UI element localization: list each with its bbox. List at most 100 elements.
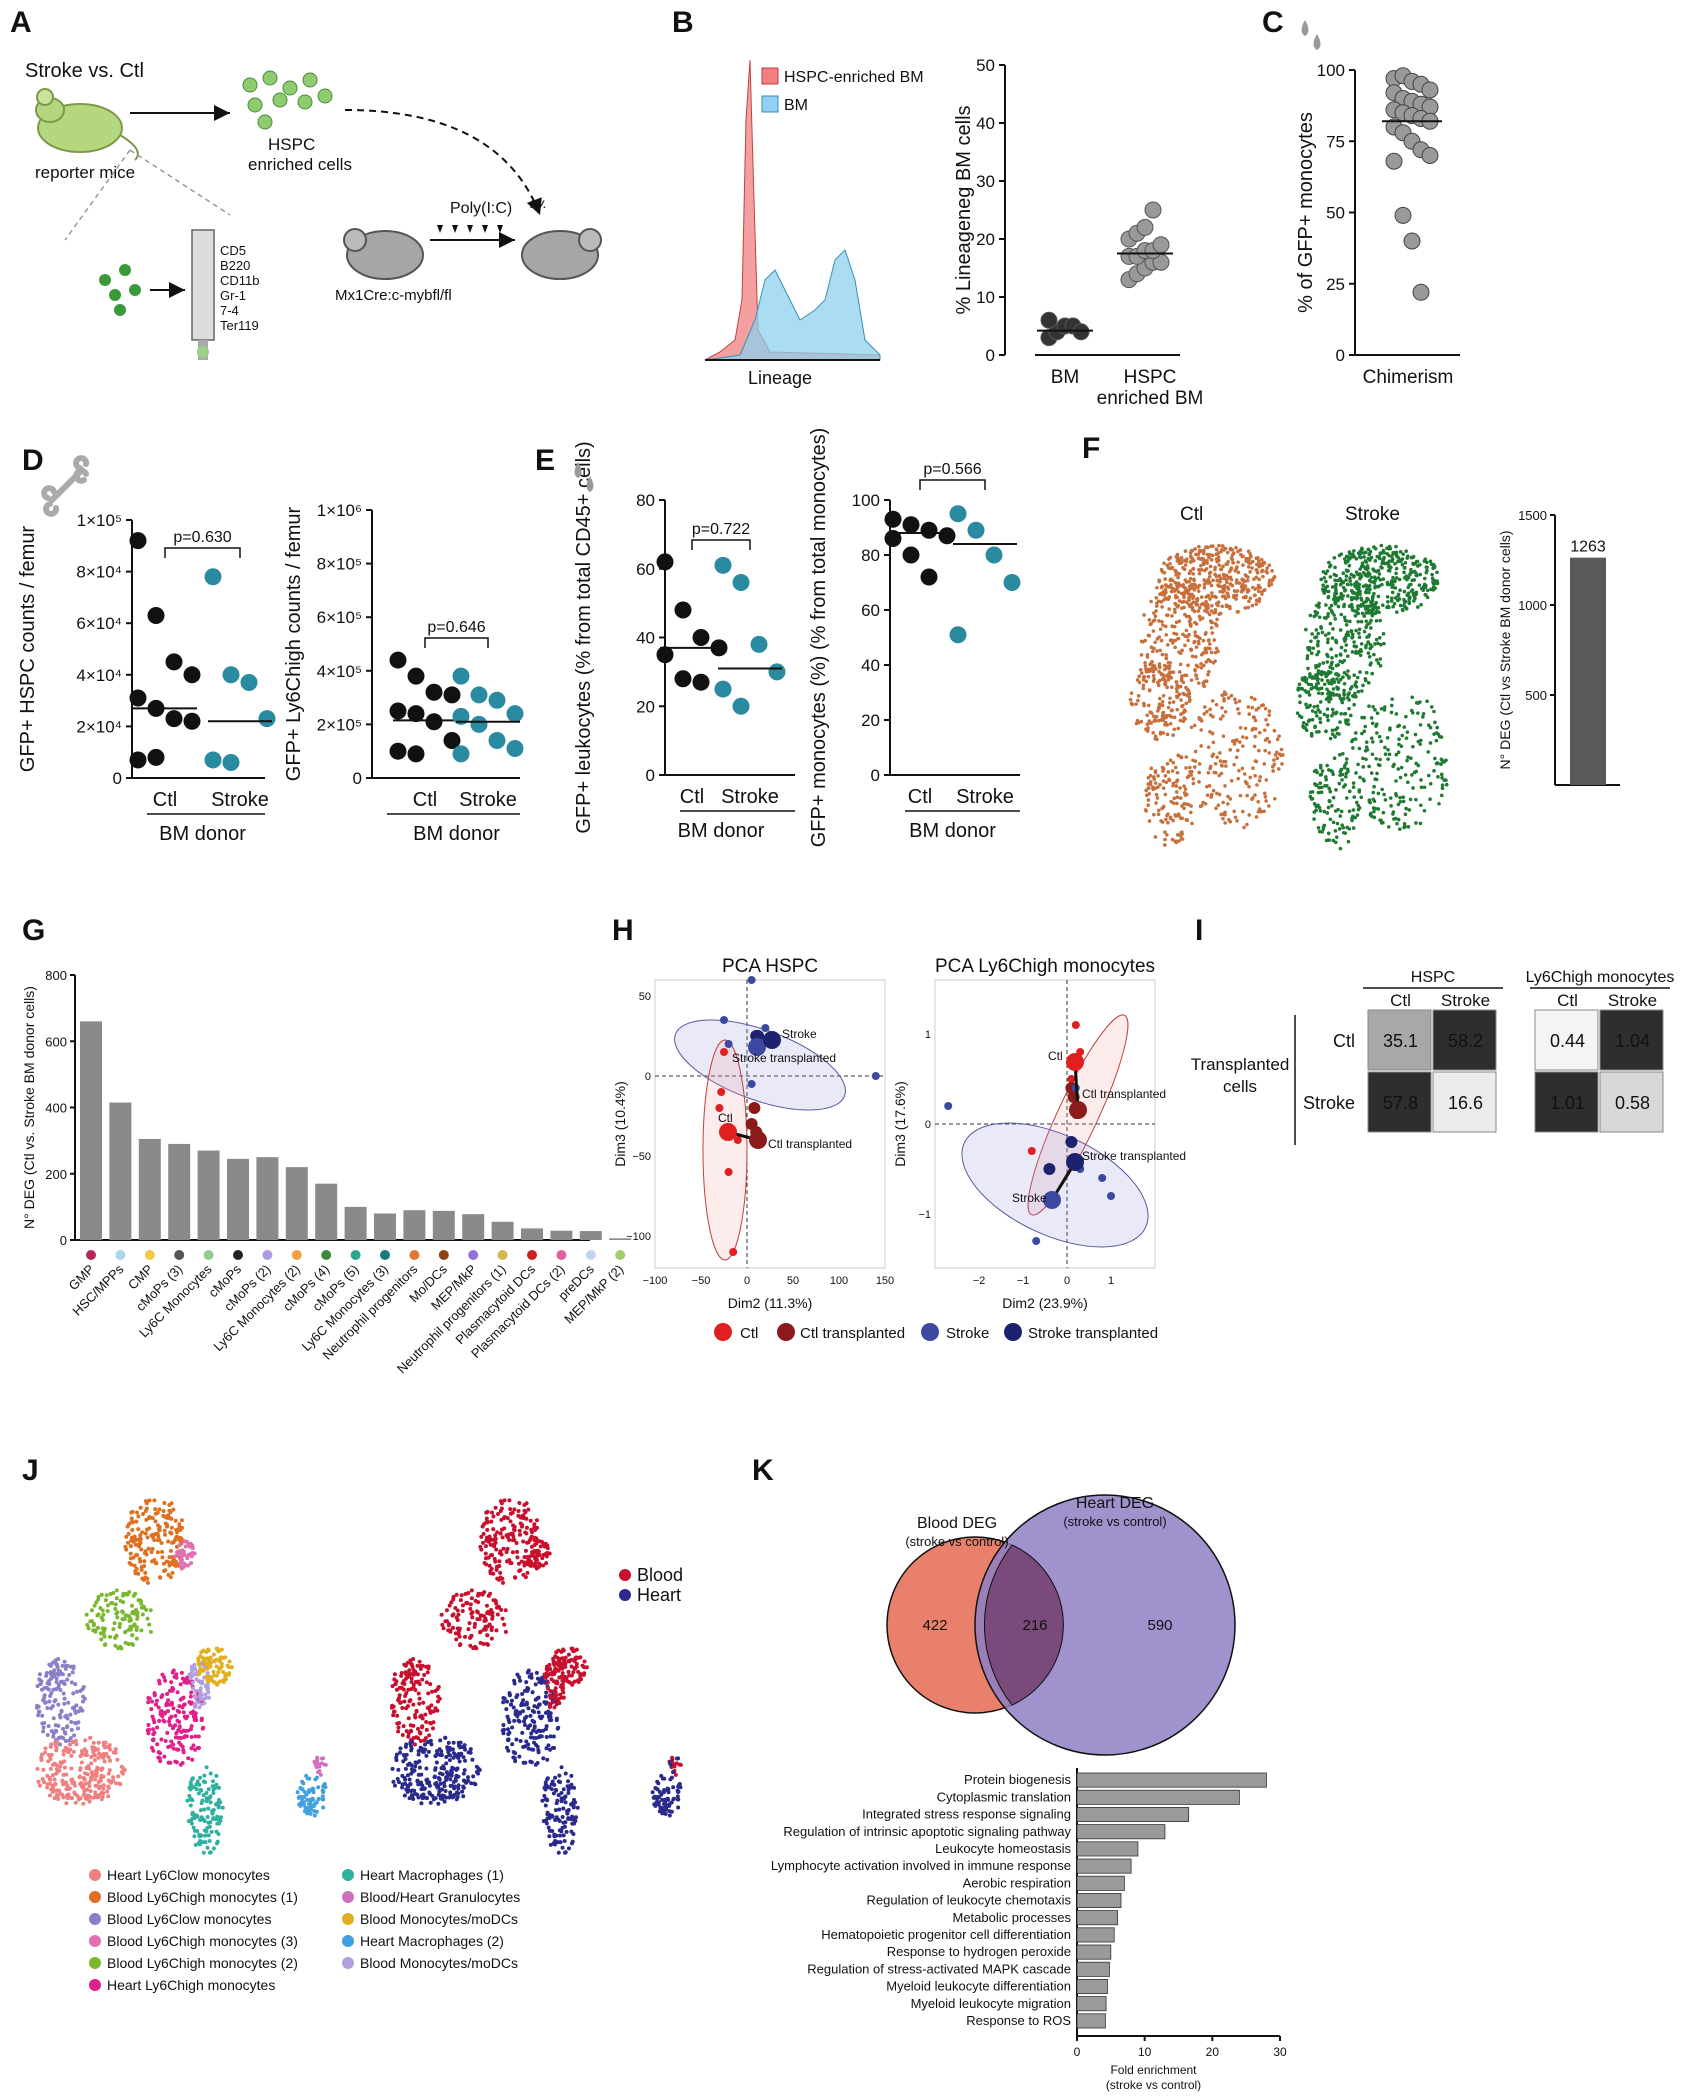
umap-point [1360,611,1365,616]
umap-point [1371,605,1376,610]
umap-point [500,1616,505,1621]
umap-point [416,1679,421,1684]
umap-point [548,1704,553,1709]
umap-point [446,1740,451,1745]
umap-point [1351,738,1355,742]
umap-point [1204,630,1208,635]
umap-point [1254,575,1258,580]
umap-point [485,1641,490,1646]
umap-point [470,1615,475,1620]
bar [462,1214,485,1240]
umap-point [522,1723,527,1728]
umap-point [1382,561,1387,566]
umap-point [559,1829,564,1834]
umap-point [409,1746,414,1751]
umap-point [1257,778,1262,783]
umap-point [95,1765,100,1770]
umap-point [1215,558,1219,563]
umap-point [499,1506,504,1511]
umap-point [505,1714,510,1719]
umap-point [1231,551,1236,556]
data-point [902,516,920,534]
umap-point [64,1772,69,1777]
umap-point [1344,757,1349,761]
umap-point [1303,726,1308,730]
umap-point [1177,692,1182,697]
umap-point [1187,571,1192,576]
y-tick-label: 4×10⁵ [317,662,362,681]
y-tick-label: 100 [852,491,880,510]
umap-point [1203,560,1208,565]
umap-point [1410,695,1415,700]
umap-point [1202,578,1206,582]
umap-point [1353,691,1357,696]
umap-point [207,1850,212,1855]
umap-point [1147,618,1152,622]
umap-point [1158,696,1162,701]
umap-point [1310,632,1314,636]
umap-point [78,1796,83,1801]
umap-point [198,1697,203,1702]
umap-point [1437,801,1441,806]
umap-point [489,1519,494,1524]
umap-point [1398,775,1403,780]
umap-point [120,1617,125,1622]
umap-point [1424,560,1429,565]
umap-point [161,1509,166,1514]
umap-point [1255,570,1260,575]
umap-point [539,1734,544,1739]
umap-point [1178,718,1183,723]
data-point [920,521,938,539]
umap-point [1336,604,1341,609]
umap-point [466,1750,471,1755]
umap-point [1317,829,1322,834]
umap-point [117,1624,122,1629]
umap-point [582,1665,587,1670]
umap-point [1304,680,1308,684]
umap-point [1341,571,1346,576]
umap-point [429,1742,434,1747]
umap-point [411,1672,416,1677]
umap-point [1129,691,1134,695]
umap-point [1357,627,1362,632]
umap-point [54,1676,59,1681]
umap-point [168,1575,173,1580]
umap-point [43,1746,48,1751]
y-tick-label: 50 [1326,204,1345,223]
y-tick-label: 1000 [1518,598,1547,613]
annotation: Stroke [782,1027,817,1041]
umap-point [1264,799,1268,803]
umap-point [167,1723,172,1728]
umap-point [1188,586,1192,591]
umap-point [1164,590,1168,595]
umap-point [510,1538,515,1543]
umap-point [1175,707,1180,712]
umap-point [1237,711,1241,716]
umap-point [1362,715,1367,720]
umap-point [1328,817,1333,822]
umap-point [1312,817,1316,821]
bar [285,1167,308,1240]
umap-point [1401,795,1406,799]
umap-point [1300,687,1305,691]
umap-point [1396,594,1400,598]
umap-point [1342,615,1347,620]
umap-point [463,1634,468,1639]
umap-point [46,1759,51,1764]
umap-point [1234,581,1239,585]
umap-point [396,1767,401,1772]
umap-point [1151,714,1156,718]
umap-point [158,1575,163,1580]
umap-point [549,1787,554,1792]
umap-point [1332,680,1337,684]
umap-point [1171,700,1176,704]
umap-point [1325,678,1330,683]
umap-point [1262,809,1266,814]
umap-point [37,1672,42,1677]
umap-point [401,1759,406,1764]
umap-point [463,1592,468,1597]
umap-point [1377,584,1382,588]
umap-point [1349,572,1354,577]
umap-point [193,1688,198,1693]
umap-point [1361,683,1365,688]
